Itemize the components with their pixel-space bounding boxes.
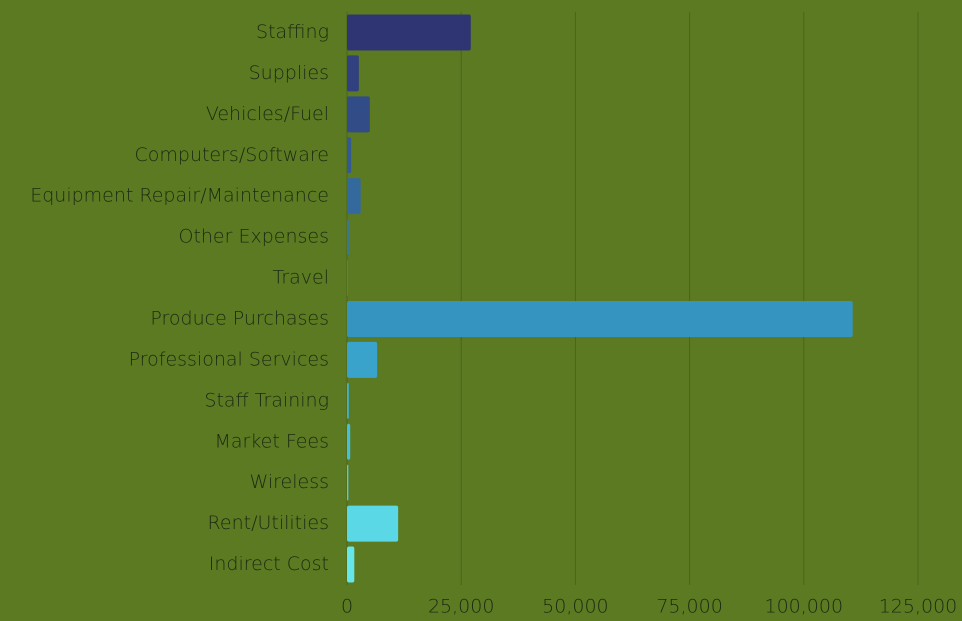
y-tick-label: Supplies [249, 62, 329, 84]
bar [347, 96, 370, 133]
y-tick-label: Rent/Utilities [208, 512, 329, 534]
bar [347, 423, 351, 460]
bar [347, 137, 352, 174]
y-tick-label: Produce Purchases [150, 307, 329, 329]
bar [347, 341, 378, 378]
bar [347, 14, 471, 51]
y-tick-label: Equipment Repair/Maintenance [30, 185, 329, 207]
x-tick-label: 50,000 [542, 596, 608, 618]
y-tick-label: Travel [273, 267, 329, 289]
x-tick-label: 75,000 [656, 596, 722, 618]
y-tick-label: Indirect Cost [209, 553, 329, 575]
x-tick-label: 100,000 [765, 596, 844, 618]
y-tick-label: Computers/Software [134, 144, 329, 166]
bar [347, 260, 348, 297]
y-tick-label: Staff Training [204, 389, 329, 411]
x-tick-label: 0 [341, 596, 353, 618]
bar [347, 219, 349, 256]
y-tick-label: Wireless [250, 471, 330, 493]
y-tick-label: Other Expenses [178, 226, 329, 248]
bar [347, 55, 359, 92]
bar [347, 178, 361, 215]
x-tick-label: 25,000 [428, 596, 494, 618]
bar [347, 505, 399, 542]
y-tick-label: Market Fees [214, 430, 329, 452]
bar [347, 382, 349, 419]
x-tick-label: 125,000 [879, 596, 958, 618]
bar [347, 546, 355, 583]
bar [347, 464, 349, 501]
bar [347, 300, 853, 337]
y-tick-label: Vehicles/Fuel [206, 103, 329, 125]
y-tick-label: Professional Services [129, 348, 329, 370]
y-tick-label: Staffing [256, 21, 329, 43]
